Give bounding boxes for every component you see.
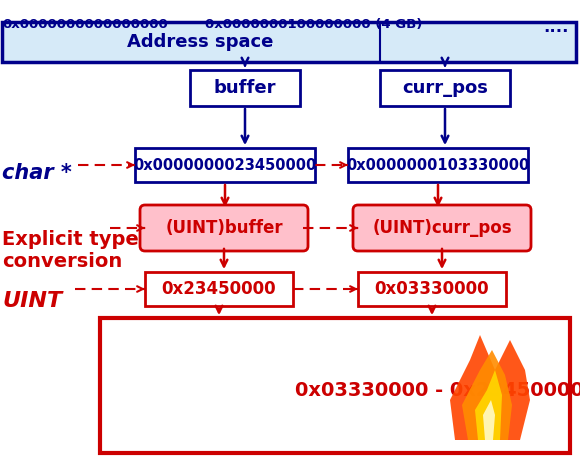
FancyBboxPatch shape xyxy=(353,205,531,251)
Polygon shape xyxy=(462,350,512,440)
Polygon shape xyxy=(483,400,495,440)
Text: 0x23450000: 0x23450000 xyxy=(162,280,276,298)
Bar xyxy=(380,70,510,106)
Text: curr_pos: curr_pos xyxy=(402,79,488,97)
Bar xyxy=(100,318,570,453)
Text: 0x0000000000000000: 0x0000000000000000 xyxy=(2,18,168,31)
FancyBboxPatch shape xyxy=(140,205,308,251)
Text: char *: char * xyxy=(2,163,72,183)
Bar xyxy=(348,148,528,182)
Text: UINT: UINT xyxy=(2,291,62,311)
Text: Explicit type
conversion: Explicit type conversion xyxy=(2,230,139,271)
Polygon shape xyxy=(475,370,502,440)
Text: ....: .... xyxy=(543,18,568,36)
Text: buffer: buffer xyxy=(214,79,276,97)
Bar xyxy=(135,148,315,182)
Bar xyxy=(358,272,506,306)
Text: 0x03330000 - 0x23450000 =: 0x03330000 - 0x23450000 = xyxy=(295,381,580,399)
Text: 0x0000000023450000: 0x0000000023450000 xyxy=(133,158,317,172)
Text: 0x0000000100000000 (4 GB): 0x0000000100000000 (4 GB) xyxy=(205,18,422,31)
Text: 0x0000000103330000: 0x0000000103330000 xyxy=(346,158,530,172)
Bar xyxy=(2,22,576,62)
Text: (UINT)buffer: (UINT)buffer xyxy=(165,219,283,237)
Text: Address space: Address space xyxy=(127,33,273,51)
Bar xyxy=(190,70,300,106)
Text: (UINT)curr_pos: (UINT)curr_pos xyxy=(372,219,512,237)
Polygon shape xyxy=(450,335,530,440)
Bar xyxy=(145,272,293,306)
Text: 0x03330000: 0x03330000 xyxy=(375,280,490,298)
